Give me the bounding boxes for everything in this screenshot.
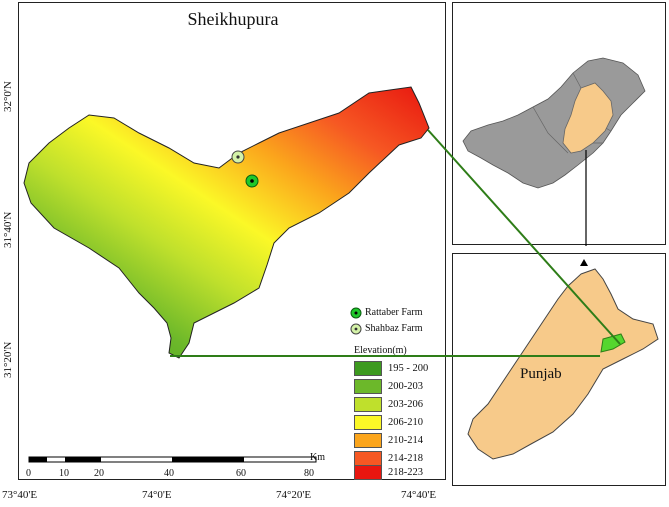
legend-row: 200-203 xyxy=(354,378,423,394)
lat-label: 32°0'N xyxy=(2,81,14,112)
lon-label: 74°0'E xyxy=(142,489,172,501)
shahbaz-farm-marker xyxy=(231,150,245,164)
scale-tick-label: 60 xyxy=(236,468,246,479)
rattaber-farm-marker xyxy=(245,174,259,188)
main-map-panel: Sheikhupura Rattaber Farm Shahbaz Farm E… xyxy=(18,2,446,480)
legend-title: Elevation(m) xyxy=(354,345,407,356)
legend-range: 203-206 xyxy=(388,398,423,410)
pakistan-map xyxy=(462,57,646,246)
legend-swatch xyxy=(354,432,382,448)
legend-swatch xyxy=(354,360,382,376)
sheikhupura-district-shape xyxy=(23,86,430,359)
punjab-label: Punjab xyxy=(520,366,562,382)
lon-label: 74°40'E xyxy=(401,489,437,501)
legend-range: 214-218 xyxy=(388,452,423,464)
scale-tick-label: 40 xyxy=(164,468,174,479)
legend-range: 206-210 xyxy=(388,416,423,428)
legend-range: 210-214 xyxy=(388,434,423,446)
pakistan-country-shape xyxy=(462,57,646,189)
lat-label: 31°40'N xyxy=(2,211,14,248)
legend-swatch xyxy=(354,378,382,394)
legend-row: 214-218 xyxy=(354,450,423,466)
elevation-map xyxy=(23,86,430,463)
legend-range: 195 - 200 xyxy=(388,362,429,374)
lon-label: 74°20'E xyxy=(276,489,312,501)
legend-rattaber-marker xyxy=(350,307,362,319)
lon-label: 73°40'E xyxy=(2,489,38,501)
legend-swatch xyxy=(354,414,382,430)
legend-shahbaz-marker xyxy=(350,323,362,335)
legend-swatch xyxy=(354,396,382,412)
scale-tick-label: 0 xyxy=(26,468,31,479)
scale-unit-label: Km xyxy=(310,452,325,463)
legend-swatch xyxy=(354,464,382,480)
legend-shahbaz-label: Shahbaz Farm xyxy=(365,323,423,334)
legend-range: 218-223 xyxy=(388,466,423,478)
legend-rattaber-label: Rattaber Farm xyxy=(365,307,423,318)
scale-tick-label: 80 xyxy=(304,468,314,479)
legend-row: 195 - 200 xyxy=(354,360,428,376)
legend-row: 218-223 xyxy=(354,464,423,480)
legend-row: 206-210 xyxy=(354,414,423,430)
scale-tick-label: 20 xyxy=(94,468,104,479)
punjab-province-shape xyxy=(467,268,659,460)
legend-range: 200-203 xyxy=(388,380,423,392)
lat-label: 31°20'N xyxy=(2,341,14,378)
inset-arrow-head xyxy=(580,259,588,266)
map-title: Sheikhupura xyxy=(187,9,279,29)
legend-row: 203-206 xyxy=(354,396,423,412)
scale-bar xyxy=(28,456,317,463)
scale-tick-label: 10 xyxy=(59,468,69,479)
legend-row: 210-214 xyxy=(354,432,423,448)
pakistan-inset-panel xyxy=(452,2,666,246)
